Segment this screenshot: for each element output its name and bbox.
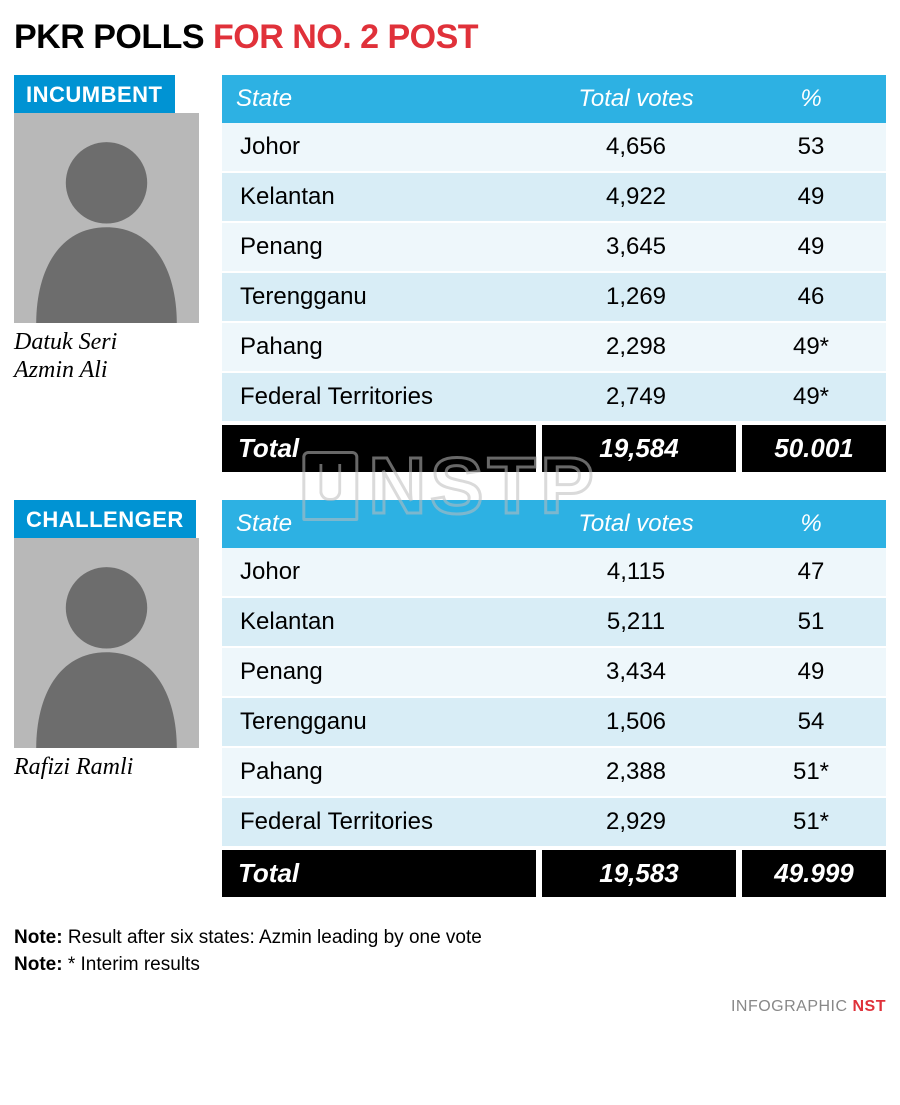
col-header-state: State — [222, 500, 536, 548]
results-table: StateTotal votes%Johor4,65653Kelantan4,9… — [222, 75, 886, 472]
cell-state: Pahang — [222, 748, 536, 796]
cell-votes: 5,211 — [536, 598, 736, 646]
cell-state: Terengganu — [222, 698, 536, 746]
col-header-pct: % — [736, 500, 886, 548]
candidate-tag: INCUMBENT — [14, 75, 175, 115]
table-row: Pahang2,38851* — [222, 748, 886, 798]
cell-pct: 53 — [736, 123, 886, 171]
total-label: Total — [222, 425, 536, 472]
col-header-state: State — [222, 75, 536, 123]
candidate-block: INCUMBENT Datuk SeriAzmin Ali StateTotal v… — [14, 75, 886, 472]
candidate-name: Rafizi Ramli — [14, 754, 214, 782]
footer-grey: INFOGRAPHIC — [731, 998, 853, 1015]
total-row: Total19,58349.999 — [222, 850, 886, 897]
cell-pct: 51* — [736, 748, 886, 796]
cell-votes: 3,645 — [536, 223, 736, 271]
candidate-block: CHALLENGERRafizi RamliStateTotal votes%J… — [14, 500, 886, 897]
candidate-name-line1: Datuk Seri — [14, 329, 214, 357]
cell-state: Federal Territories — [222, 373, 536, 421]
cell-pct: 47 — [736, 548, 886, 596]
cell-state: Johor — [222, 123, 536, 171]
title-red: FOR NO. 2 POST — [213, 18, 478, 56]
total-row: Total19,58450.001 — [222, 425, 886, 472]
total-votes: 19,583 — [542, 850, 736, 897]
footer-credit: INFOGRAPHIC NST — [14, 998, 886, 1016]
note-label: Note: — [14, 954, 63, 975]
table-row: Pahang2,29849* — [222, 323, 886, 373]
total-pct: 50.001 — [742, 425, 886, 472]
col-header-votes: Total votes — [536, 500, 736, 548]
table-row: Kelantan5,21151 — [222, 598, 886, 648]
total-votes: 19,584 — [542, 425, 736, 472]
cell-state: Terengganu — [222, 273, 536, 321]
cell-state: Federal Territories — [222, 798, 536, 846]
note-line: Note: * Interim results — [14, 952, 886, 979]
cell-pct: 49 — [736, 648, 886, 696]
table-row: Terengganu1,50654 — [222, 698, 886, 748]
cell-pct: 46 — [736, 273, 886, 321]
table-row: Federal Territories2,74949* — [222, 373, 886, 423]
cell-votes: 1,506 — [536, 698, 736, 746]
title-black: PKR POLLS — [14, 18, 213, 56]
col-header-votes: Total votes — [536, 75, 736, 123]
table-row: Penang3,43449 — [222, 648, 886, 698]
cell-votes: 2,388 — [536, 748, 736, 796]
cell-votes: 3,434 — [536, 648, 736, 696]
cell-state: Pahang — [222, 323, 536, 371]
total-pct: 49.999 — [742, 850, 886, 897]
notes-block: Note: Result after six states: Azmin lea… — [14, 925, 886, 978]
cell-votes: 4,115 — [536, 548, 736, 596]
cell-pct: 49* — [736, 373, 886, 421]
cell-votes: 2,749 — [536, 373, 736, 421]
candidate-photo — [14, 113, 199, 323]
candidate-tag: CHALLENGER — [14, 500, 196, 540]
table-header-row: StateTotal votes% — [222, 500, 886, 548]
candidate-photo — [14, 538, 199, 748]
table-header-row: StateTotal votes% — [222, 75, 886, 123]
cell-pct: 49 — [736, 173, 886, 221]
cell-votes: 2,929 — [536, 798, 736, 846]
cell-state: Kelantan — [222, 173, 536, 221]
cell-votes: 4,656 — [536, 123, 736, 171]
cell-votes: 2,298 — [536, 323, 736, 371]
candidate-left-col: CHALLENGER Rafizi Ramli — [14, 500, 214, 897]
table-row: Johor4,11547 — [222, 548, 886, 598]
cell-pct: 54 — [736, 698, 886, 746]
table-row: Federal Territories2,92951* — [222, 798, 886, 848]
cell-state: Johor — [222, 548, 536, 596]
cell-state: Penang — [222, 648, 536, 696]
table-row: Penang3,64549 — [222, 223, 886, 273]
table-row: Kelantan4,92249 — [222, 173, 886, 223]
page-title: PKR POLLS FOR NO. 2 POST — [14, 18, 886, 57]
cell-pct: 51 — [736, 598, 886, 646]
cell-votes: 4,922 — [536, 173, 736, 221]
note-text: Result after six states: Azmin leading b… — [63, 927, 482, 948]
cell-pct: 49 — [736, 223, 886, 271]
cell-pct: 49* — [736, 323, 886, 371]
note-text: * Interim results — [63, 954, 200, 975]
candidate-left-col: INCUMBENT Datuk SeriAzmin Ali — [14, 75, 214, 472]
cell-pct: 51* — [736, 798, 886, 846]
table-row: Terengganu1,26946 — [222, 273, 886, 323]
note-label: Note: — [14, 927, 63, 948]
candidate-name: Datuk SeriAzmin Ali — [14, 329, 214, 384]
candidate-name-line2: Azmin Ali — [14, 357, 214, 385]
table-row: Johor4,65653 — [222, 123, 886, 173]
candidate-name-line2: Rafizi Ramli — [14, 754, 214, 782]
note-line: Note: Result after six states: Azmin lea… — [14, 925, 886, 952]
cell-votes: 1,269 — [536, 273, 736, 321]
results-table: StateTotal votes%Johor4,11547Kelantan5,2… — [222, 500, 886, 897]
cell-state: Kelantan — [222, 598, 536, 646]
cell-state: Penang — [222, 223, 536, 271]
total-label: Total — [222, 850, 536, 897]
footer-red: NST — [853, 998, 887, 1015]
col-header-pct: % — [736, 75, 886, 123]
